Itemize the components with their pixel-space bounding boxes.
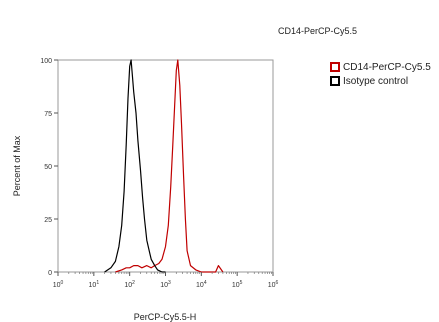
x-tick-label: 105 bbox=[232, 280, 243, 289]
legend-item-isotype: Isotype control bbox=[330, 74, 431, 88]
x-axis-label: PerCP-Cy5.5-H bbox=[134, 312, 197, 322]
x-tick-label: 102 bbox=[124, 280, 135, 289]
x-tick-label: 100 bbox=[53, 280, 64, 289]
y-axis-label: Percent of Max bbox=[12, 135, 22, 196]
y-tick-label: 100 bbox=[40, 58, 52, 65]
x-axis: 100 101 102 103 104 105 106 bbox=[53, 272, 279, 289]
x-tick-label: 106 bbox=[268, 280, 279, 289]
legend: CD14-PerCP-Cy5.5 Isotype control bbox=[330, 60, 431, 88]
y-tick-label: 50 bbox=[44, 164, 52, 171]
legend-swatch-cd14 bbox=[330, 62, 340, 72]
x-tick-label: 104 bbox=[196, 280, 207, 289]
plot-area bbox=[57, 59, 274, 273]
y-axis: 0 25 50 75 100 bbox=[40, 58, 58, 277]
y-tick-label: 0 bbox=[48, 270, 52, 277]
chart-title: CD14-PerCP-Cy5.5 bbox=[278, 26, 358, 36]
series-layer bbox=[104, 59, 224, 273]
legend-swatch-isotype bbox=[330, 76, 340, 86]
y-tick-label: 25 bbox=[44, 217, 52, 224]
legend-item-cd14: CD14-PerCP-Cy5.5 bbox=[330, 60, 431, 74]
y-tick-label: 75 bbox=[44, 111, 52, 118]
x-tick-label: 101 bbox=[89, 280, 100, 289]
x-tick-label: 103 bbox=[160, 280, 171, 289]
series-isotype-line bbox=[104, 59, 166, 273]
series-cd14-line bbox=[115, 59, 224, 273]
legend-label-isotype: Isotype control bbox=[343, 75, 409, 87]
legend-label-cd14: CD14-PerCP-Cy5.5 bbox=[343, 61, 431, 73]
